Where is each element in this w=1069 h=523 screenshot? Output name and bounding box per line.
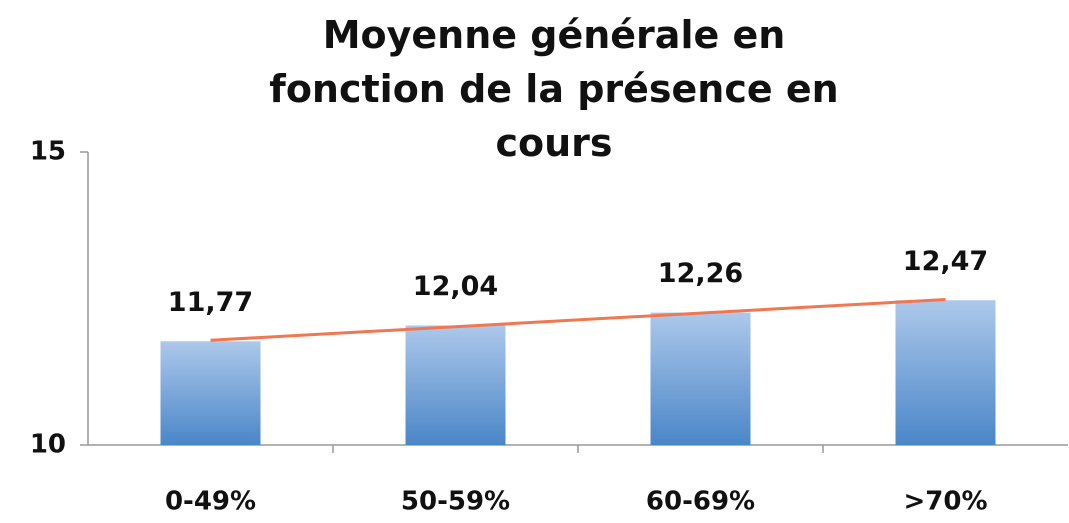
bar: [895, 300, 996, 445]
value-label: 12,26: [658, 258, 743, 289]
bar: [650, 312, 751, 445]
bar: [405, 325, 506, 445]
value-label: 12,47: [903, 246, 988, 277]
x-tick-label: >70%: [903, 487, 987, 517]
x-tick-label: 0-49%: [165, 487, 256, 517]
x-tick-label: 60-69%: [646, 487, 755, 517]
y-tick-label: 15: [30, 137, 66, 167]
bar: [160, 341, 261, 445]
chart-title: Moyenne générale en fonction de la prése…: [269, 13, 839, 165]
trendline: [210, 297, 946, 342]
value-label: 12,04: [413, 271, 498, 302]
y-tick-label: 10: [30, 430, 66, 460]
x-tick-label: 50-59%: [401, 487, 510, 517]
value-label: 11,77: [168, 287, 253, 318]
